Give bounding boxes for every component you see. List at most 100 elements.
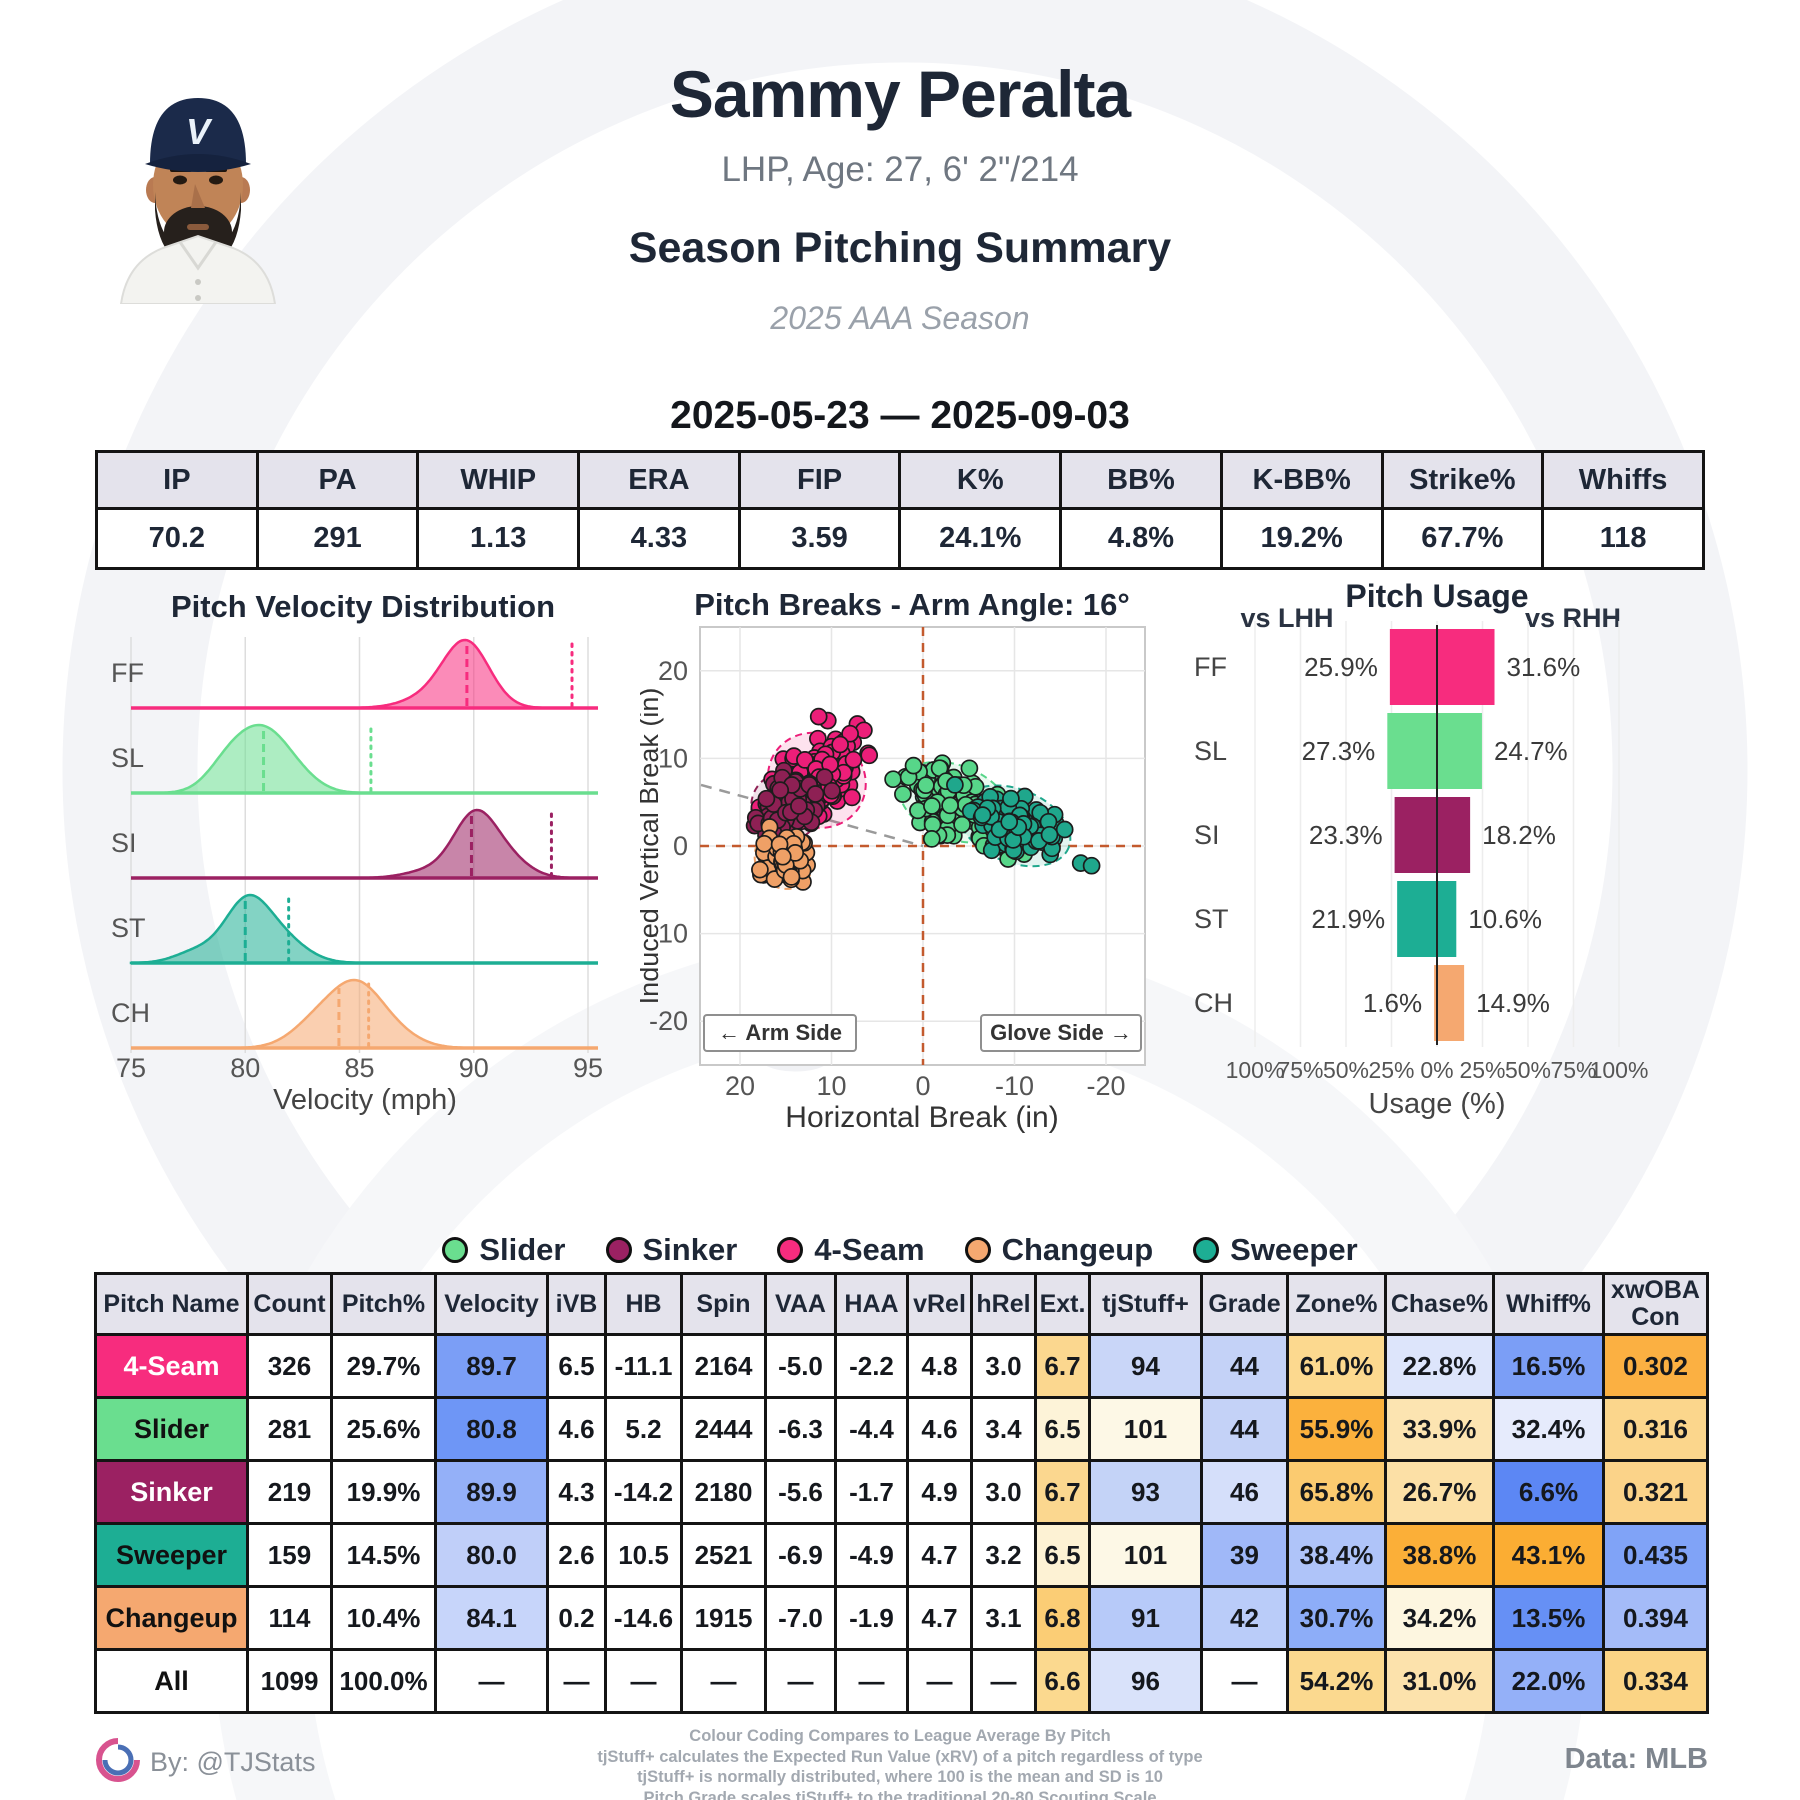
- pitch-cell-Sinker-Velocity: 89.9: [434, 1459, 549, 1525]
- pitch-cell-Changeup-iVB: 0.2: [546, 1585, 607, 1651]
- arm-side-label: ← Arm Side: [718, 1020, 842, 1045]
- breaks-y-tick: 10: [658, 743, 688, 773]
- pitch-cell-Changeup-hRel: 3.1: [970, 1585, 1037, 1651]
- summary-header-BB%: BB%: [1059, 450, 1223, 510]
- arm-side-box: [703, 1014, 857, 1052]
- pitch-cell-Slider-Grade: 44: [1200, 1396, 1289, 1462]
- pitch-point: [884, 770, 902, 789]
- cap: [150, 98, 246, 164]
- breaks-x-tick: -10: [995, 1071, 1034, 1101]
- pitch-point: [1002, 789, 1020, 808]
- pitch-point: [953, 815, 971, 834]
- pitch-table-header-Count: Count: [246, 1272, 333, 1336]
- ridge-ST: [129, 893, 598, 965]
- pitch-cell-All-vRel: —: [906, 1648, 973, 1714]
- pitch-cell-4-Seam-hRel: 3.0: [970, 1333, 1037, 1399]
- pitch-point: [773, 847, 792, 866]
- pitch-cell-Sinker-hRel: 3.0: [970, 1459, 1037, 1525]
- pitch-cell-Sinker-Pitch%: 19.9%: [330, 1459, 437, 1525]
- pitch-point: [790, 797, 808, 815]
- breaks-x-tick: 20: [725, 1071, 755, 1101]
- pitch-table-header-iVB: iVB: [546, 1272, 607, 1336]
- pitch-cell-Sinker-Zone%: 65.8%: [1286, 1459, 1387, 1525]
- velocity-chart: Pitch Velocity Distribution FF SL SI ST CH 75 8…: [111, 589, 603, 1116]
- velocity-tick: 80: [230, 1053, 260, 1083]
- pitch-point: [815, 768, 834, 786]
- scatter-points-Sweeper: [946, 776, 1101, 875]
- usage-tick: 75%: [1550, 1057, 1596, 1083]
- pitch-usage-chart: Pitch Usage vs LHH vs RHH FF 25.9% 31.6% SL 27.…: [1180, 575, 1725, 1125]
- pitch-table-header-Pitch Name: Pitch Name: [94, 1272, 249, 1336]
- footer-note-line: tjStuff+ calculates the Expected Run Val…: [597, 1747, 1203, 1766]
- summary-value-K%: 24.1%: [898, 507, 1063, 570]
- ridge-SL: [131, 723, 598, 795]
- pitch-cell-4-Seam-Whiff%: 16.5%: [1492, 1333, 1605, 1399]
- pitch-point: [960, 759, 979, 778]
- pitch-cell-Sinker-HB: -14.2: [604, 1459, 683, 1525]
- pitch-cell-All-HAA: —: [834, 1648, 909, 1714]
- pitch-table-header-Velocity: Velocity: [434, 1272, 549, 1336]
- pitch-table-header-HAA: HAA: [834, 1272, 909, 1336]
- breaks-y-axis-label: Induced Vertical Break (in): [640, 688, 664, 1005]
- usage-row-label-FF: FF: [1194, 652, 1227, 682]
- velocity-axis-label: Velocity (mph): [273, 1084, 457, 1115]
- pitch-table: Pitch Name Count Pitch% Velocity iVB HB Spin VA…: [94, 1272, 1709, 1714]
- legend-dot-Sweeper: [1193, 1237, 1220, 1263]
- pitch-cell-Slider-Chase%: 33.9%: [1384, 1396, 1495, 1462]
- pitch-cell-4-Seam-VAA: -5.0: [764, 1333, 837, 1399]
- pitch-cell-Sweeper-Ext.: 6.5: [1034, 1522, 1091, 1588]
- glove-side-label: Glove Side →: [990, 1020, 1132, 1045]
- tjstats-logo: [96, 1738, 140, 1782]
- pitch-cell-Changeup-Count: 114: [246, 1585, 333, 1651]
- glove-side-box: [980, 1014, 1142, 1052]
- pitch-cell-Slider-iVB: 4.6: [546, 1396, 607, 1462]
- data-source: Data: MLB: [1564, 1743, 1708, 1775]
- breaks-x-tick: -20: [1086, 1071, 1125, 1101]
- breaks-y-tick: 0: [673, 831, 688, 861]
- usage-row-label-ST: ST: [1194, 904, 1229, 934]
- pitch-cell-Sweeper-tjStuff+: 101: [1088, 1522, 1203, 1588]
- legend-item-Sinker: Sinker: [605, 1232, 737, 1268]
- summary-stats-table: IP PA WHIP ERA FIP K% BB% K-BB% Strike% Whiffs 70.…: [95, 450, 1705, 570]
- pitch-cell-All-xwOBA Con: 0.334: [1602, 1648, 1709, 1714]
- breaks-y-tick: -10: [649, 919, 688, 949]
- pitch-point: [1040, 825, 1059, 844]
- pitch-cell-4-Seam-Grade: 44: [1200, 1333, 1289, 1399]
- pitch-cell-4-Seam-Velocity: 89.7: [434, 1333, 549, 1399]
- jersey-collar: [178, 241, 218, 271]
- cap-brim: [145, 154, 251, 172]
- footer-note-line: Pitch Grade scales tjStuff+ to the tradi…: [643, 1788, 1157, 1800]
- footer-note-line: Colour Coding Compares to League Average…: [689, 1727, 1111, 1745]
- pitch-table-header-xwOBA Con: xwOBA Con: [1602, 1272, 1709, 1336]
- summary-value-Strike%: 67.7%: [1380, 507, 1545, 570]
- pitch-cell-Slider-vRel: 4.6: [906, 1396, 973, 1462]
- pitch-cell-Changeup-vRel: 4.7: [906, 1585, 973, 1651]
- pitch-point: [843, 788, 861, 807]
- vs-lhh-header: vs LHH: [1240, 603, 1333, 633]
- pitch-point: [823, 781, 841, 800]
- pitch-cell-Changeup-Spin: 1915: [680, 1585, 767, 1651]
- pitch-cell-Slider-Pitch%: 25.6%: [330, 1396, 437, 1462]
- pitch-cell-Sinker-Count: 219: [246, 1459, 333, 1525]
- pitch-cell-Slider-Velocity: 80.8: [434, 1396, 549, 1462]
- pitch-cell-Changeup-Pitch%: 10.4%: [330, 1585, 437, 1651]
- usage-tick: 75%: [1277, 1057, 1323, 1083]
- pitch-cell-All-Count: 1099: [246, 1648, 333, 1714]
- pitch-point: [894, 785, 912, 803]
- breaks-y-tick: -20: [649, 1006, 688, 1036]
- pitch-table-header-Ext.: Ext.: [1034, 1272, 1091, 1336]
- player-name: Sammy Peralta: [669, 57, 1131, 131]
- pitch-cell-Sweeper-vRel: 4.7: [906, 1522, 973, 1588]
- pitch-table-header-Spin: Spin: [680, 1272, 767, 1336]
- pitch-cell-4-Seam-Pitch%: 29.7%: [330, 1333, 437, 1399]
- usage-row-label-CH: CH: [1194, 988, 1233, 1018]
- nose: [191, 184, 205, 208]
- pitch-point: [841, 724, 859, 743]
- pitch-cell-Slider-xwOBA Con: 0.316: [1602, 1396, 1709, 1462]
- summary-title: Season Pitching Summary: [628, 224, 1172, 272]
- pitch-cell-Sinker-tjStuff+: 93: [1088, 1459, 1203, 1525]
- pitch-point: [757, 789, 776, 808]
- pitch-cell-Changeup-HAA: -1.9: [834, 1585, 909, 1651]
- pitch-table-header-VAA: VAA: [764, 1272, 837, 1336]
- pitch-cell-Sweeper-HAA: -4.9: [834, 1522, 909, 1588]
